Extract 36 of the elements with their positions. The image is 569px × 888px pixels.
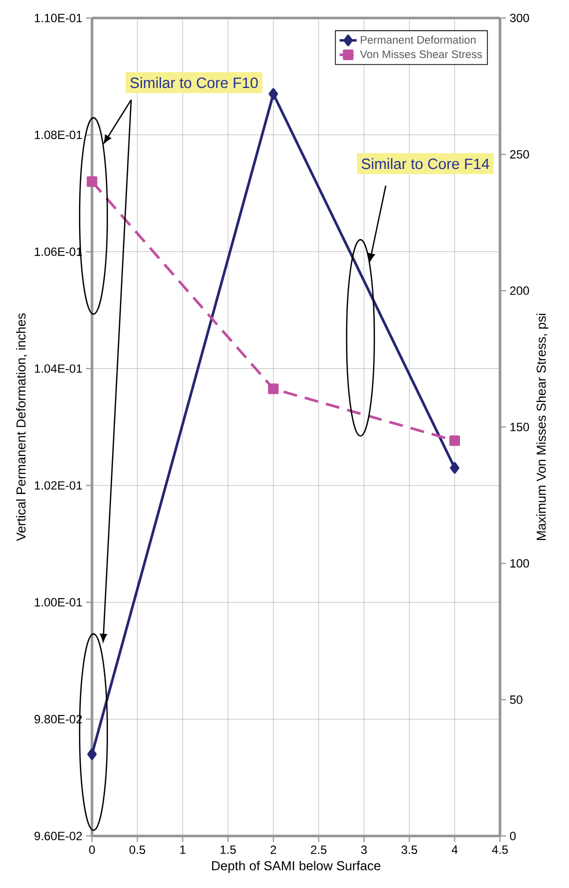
x-tick-label: 4.5: [492, 846, 508, 854]
y-tick-label: 1.00E-01: [34, 598, 82, 607]
point: [450, 462, 460, 474]
y2-tick-label: 0: [510, 832, 516, 840]
x-tick-label: 0: [89, 846, 95, 854]
x-tick-label: 0.5: [129, 846, 146, 854]
point: [268, 384, 279, 394]
y-axis-title: Vertical Permanent Deformation, inches: [16, 313, 28, 542]
y2-tick-label: 50: [510, 695, 522, 704]
x-tick-label: 1.5: [220, 846, 236, 854]
point: [268, 88, 278, 100]
x-tick-label: 2.5: [310, 846, 326, 854]
x-tick-label: 4: [452, 846, 458, 854]
x-tick-label: 3.5: [401, 846, 418, 854]
y-tick-label: 1.04E-01: [34, 364, 82, 373]
point: [87, 748, 97, 760]
annotation: Similar to Core F10: [130, 77, 258, 88]
x-tick-label: 3: [361, 846, 367, 854]
y2-tick-label: 200: [510, 286, 530, 295]
y2-tick-label: 250: [510, 150, 530, 159]
y-tick-label: 9.60E-02: [34, 832, 82, 840]
y2-axis-title: Maximum Von Misses Shear Stress, psi: [536, 314, 548, 540]
x-tick-label: 2: [270, 846, 276, 854]
y-tick-label: 1.02E-01: [34, 481, 82, 490]
point: [86, 176, 98, 187]
x-axis-title: Depth of SAMI below Surface: [212, 860, 380, 873]
x-tick-label: 1: [180, 846, 186, 854]
y2-tick-label: 150: [510, 422, 530, 432]
y-tick-label: 1.10E-01: [34, 14, 82, 22]
point: [449, 435, 460, 446]
legend-label: Von Misses Shear Stress: [360, 50, 482, 58]
y2-tick-label: 300: [510, 14, 530, 22]
y-tick-label: 1.08E-01: [34, 130, 82, 140]
legend-label: Permanent Deformation: [360, 36, 476, 44]
annotation: Similar to Core F14: [362, 158, 490, 170]
y2-tick-label: 100: [510, 559, 530, 568]
